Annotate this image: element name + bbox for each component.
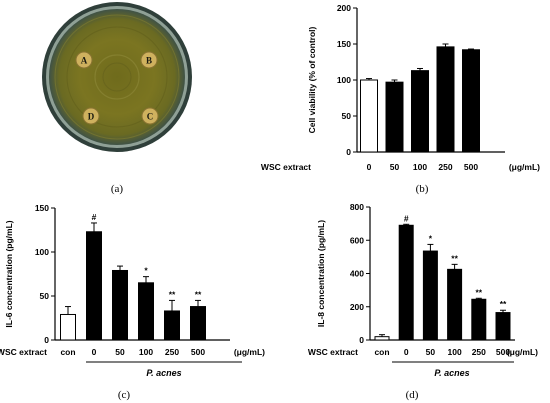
y-tick-label: 600 xyxy=(350,235,364,245)
plate-ring-center-inner xyxy=(102,62,132,92)
plate-ring-center xyxy=(94,54,140,100)
bar xyxy=(436,46,455,153)
y-axis-title: IL-8 concentration (pg/mL) xyxy=(316,220,326,327)
y-tick-label: 800 xyxy=(350,202,364,212)
panel-c-unit: (μg/mL) xyxy=(234,347,265,357)
category-label: 50 xyxy=(390,162,400,172)
y-tick-label: 50 xyxy=(342,111,352,121)
well-c: C xyxy=(141,107,159,125)
significance-label: # xyxy=(404,213,409,223)
panel-b-caption: (b) xyxy=(416,183,429,195)
y-tick-label: 150 xyxy=(35,203,49,213)
panel-d-treatment-label: P. acnes xyxy=(434,368,469,378)
significance-label: ** xyxy=(195,289,202,299)
panel-b-group-label: WSC extract xyxy=(261,162,311,172)
bar xyxy=(86,231,102,341)
bar xyxy=(60,313,76,341)
y-tick-label: 50 xyxy=(40,291,50,301)
category-label: con xyxy=(374,347,389,357)
y-tick-label: 100 xyxy=(337,75,351,85)
panel-a: A B C D (a) xyxy=(42,2,192,195)
y-tick-label: 200 xyxy=(350,302,364,312)
significance-label: ** xyxy=(451,253,458,263)
significance-label: ** xyxy=(475,287,482,297)
category-label: 100 xyxy=(448,347,462,357)
bar xyxy=(462,49,480,153)
category-label: 50 xyxy=(426,347,436,357)
category-label: 0 xyxy=(92,347,97,357)
category-label: 0 xyxy=(367,162,372,172)
panel-d-caption: (d) xyxy=(406,389,419,401)
bar xyxy=(422,250,438,341)
category-label: 500 xyxy=(464,162,478,172)
significance-label: # xyxy=(92,212,97,222)
chart-c: 0 50 100 150 IL-6 concentration (pg/mL) con #0… xyxy=(4,203,230,357)
well-a-label: A xyxy=(81,56,88,66)
well-b: B xyxy=(140,51,158,69)
y-tick-label: 200 xyxy=(337,3,351,13)
well-d-label: D xyxy=(88,112,95,122)
panel-c-caption: (c) xyxy=(118,389,131,401)
panel-b-unit: (μg/mL) xyxy=(509,162,540,172)
bar xyxy=(112,269,128,341)
category-label: con xyxy=(60,347,75,357)
category-label: 500 xyxy=(496,347,510,357)
y-tick-label: 400 xyxy=(350,269,364,279)
bar xyxy=(374,336,390,341)
plate-agar xyxy=(49,9,185,145)
bar xyxy=(398,224,414,341)
bar xyxy=(471,298,487,341)
panel-c: 0 50 100 150 IL-6 concentration (pg/mL) con #0… xyxy=(0,203,265,401)
bar xyxy=(411,70,429,153)
bar xyxy=(138,282,154,341)
panel-d-unit: (μg/mL) xyxy=(507,347,538,357)
y-tick-label: 100 xyxy=(35,247,49,257)
panel-b: 0 50 100 150 200 Cell viability (% of control… xyxy=(261,3,540,195)
panel-c-group-label: WSC extract xyxy=(0,347,47,357)
bar xyxy=(190,306,206,341)
plate-ring-1 xyxy=(54,14,180,140)
bar xyxy=(495,312,511,341)
category-label: 0 xyxy=(404,347,409,357)
significance-label: ** xyxy=(500,299,507,309)
bar xyxy=(360,79,378,153)
y-axis-title: Cell viability (% of control) xyxy=(307,26,317,133)
category-label: 250 xyxy=(472,347,486,357)
y-tick-label: 0 xyxy=(346,147,351,157)
panel-c-treatment-label: P. acnes xyxy=(146,368,181,378)
y-tick-label: 150 xyxy=(337,39,351,49)
y-axis-title: IL-6 concentration (pg/mL) xyxy=(4,220,14,327)
category-label: 100 xyxy=(413,162,427,172)
category-label: 50 xyxy=(115,347,125,357)
chart-b: 0 50 100 150 200 Cell viability (% of control… xyxy=(307,3,505,172)
category-label: 500 xyxy=(191,347,205,357)
panel-d: 0 200 400 600 800 IL-8 concentration (pg/mL) c… xyxy=(308,202,538,401)
category-label: 250 xyxy=(438,162,452,172)
well-b-label: B xyxy=(146,56,152,66)
category-label: 100 xyxy=(139,347,153,357)
bar xyxy=(164,310,180,341)
y-tick-label: 0 xyxy=(44,335,49,345)
well-a: A xyxy=(75,51,93,69)
panel-a-caption: (a) xyxy=(111,183,124,195)
bar xyxy=(447,268,463,341)
well-d: D xyxy=(82,107,100,125)
category-label: 250 xyxy=(165,347,179,357)
y-tick-label: 0 xyxy=(359,335,364,345)
bar xyxy=(385,81,404,153)
significance-label: ** xyxy=(169,289,176,299)
chart-d: 0 200 400 600 800 IL-8 concentration (pg/mL) c… xyxy=(316,202,515,357)
agar-plate: A B C D xyxy=(42,2,192,152)
well-c-label: C xyxy=(147,112,154,122)
plate-ring-2 xyxy=(66,26,168,128)
significance-label: * xyxy=(144,266,148,276)
significance-label: * xyxy=(429,233,433,243)
panel-d-group-label: WSC extract xyxy=(308,347,358,357)
